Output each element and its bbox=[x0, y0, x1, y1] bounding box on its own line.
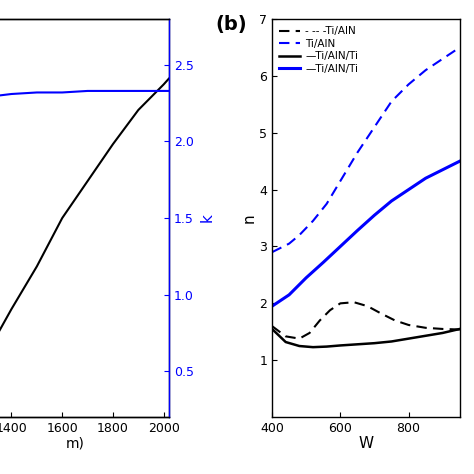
Y-axis label: n: n bbox=[241, 213, 256, 223]
X-axis label: W: W bbox=[358, 437, 374, 451]
Y-axis label: k: k bbox=[199, 214, 214, 222]
Text: (b): (b) bbox=[216, 15, 247, 34]
Legend: - -- -Ti/AlN, Ti/AlN, —Ti/AlN/Ti, —Ti/AlN/Ti: - -- -Ti/AlN, Ti/AlN, —Ti/AlN/Ti, —Ti/Al… bbox=[277, 24, 360, 76]
X-axis label: m): m) bbox=[65, 437, 84, 450]
